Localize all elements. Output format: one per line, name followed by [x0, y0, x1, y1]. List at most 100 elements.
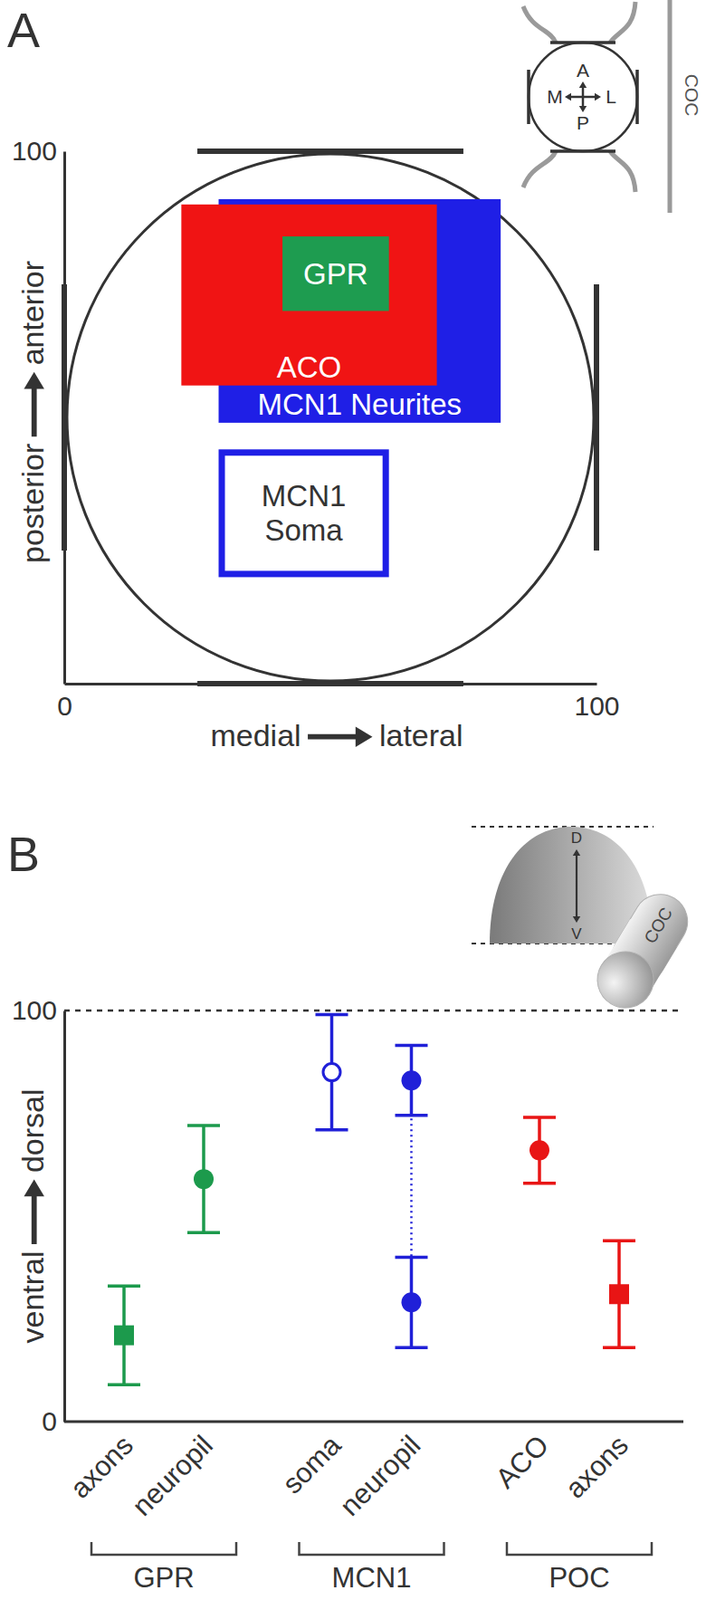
arrow-shaft [570, 95, 597, 99]
plot-area [181, 199, 501, 574]
point [529, 1139, 550, 1160]
axis: 0 100 [11, 994, 66, 1436]
error-cap [395, 1345, 429, 1350]
region-label: Soma [264, 513, 344, 547]
panel-label: B [7, 826, 40, 881]
inset-label: A [576, 59, 590, 81]
axis-title: mediallateral [209, 717, 463, 753]
arrow-head [579, 105, 587, 113]
region [221, 452, 386, 574]
plot-area [107, 1014, 636, 1385]
error-bar [107, 1285, 141, 1384]
nerve [667, 0, 673, 213]
category-label: axons [559, 1428, 635, 1504]
error-bar [187, 1125, 220, 1232]
arrow-head [572, 849, 581, 856]
axis: 100 [11, 135, 66, 684]
group-label: GPR [133, 1561, 194, 1594]
figure: AMCN1 NeuritesACOGPRMCN1Soma1000100media… [0, 0, 706, 1600]
category-label: axons [64, 1428, 140, 1504]
axis-line [65, 682, 598, 686]
panel-label: A [7, 2, 40, 58]
axis-title-from: posterior [15, 443, 50, 563]
tick-label: 0 [41, 1405, 58, 1436]
group-bracket [506, 1541, 652, 1555]
tick: 100 [573, 683, 620, 721]
axis-title-from: ventral [15, 1249, 50, 1343]
tick: 0 [41, 1405, 65, 1436]
category-label: ACO [489, 1428, 555, 1494]
inset-label: D [571, 829, 582, 847]
tick-label: 0 [57, 690, 73, 721]
region-label: MCN1 [261, 478, 347, 513]
error-bar [395, 1256, 429, 1347]
tangent-bar [550, 149, 616, 153]
tangent-bar [61, 284, 67, 551]
group-bracket [299, 1541, 445, 1555]
axis-title: posterior anterior [15, 260, 50, 563]
point [193, 1168, 214, 1189]
arrow-head [579, 81, 587, 88]
tangent-bar [635, 69, 640, 125]
tick-label: 100 [573, 690, 620, 721]
error-bar [602, 1240, 636, 1347]
category-label: neuropil [333, 1428, 428, 1522]
tick-label: 100 [11, 135, 58, 166]
panel-b: BDVCOC0100ventraldorsalaxonsneuropilGPRs… [7, 826, 699, 1594]
point [609, 1283, 630, 1304]
arrow-head [23, 372, 44, 390]
tangent-bar [197, 680, 464, 687]
arrow-shaft [307, 734, 359, 740]
axis-line [63, 1011, 67, 1422]
region-label: GPR [303, 257, 369, 291]
tick-label: 100 [11, 994, 58, 1025]
tangent-bars [64, 151, 597, 684]
axis-line [64, 1420, 684, 1423]
error-cap [395, 1113, 429, 1117]
group-label: MCN1 [332, 1561, 412, 1594]
inset-label: V [571, 925, 582, 943]
axis-title: ventral dorsal [15, 1087, 50, 1343]
axis-title-to: lateral [379, 717, 464, 753]
tangent-bar [593, 284, 600, 551]
tangent-bar [197, 148, 464, 154]
nerve-cylinder: COC [586, 883, 698, 1019]
ganglion-outline [66, 153, 594, 681]
tick: 0 [57, 683, 73, 721]
double-arrow [572, 849, 581, 923]
region [282, 236, 390, 311]
inset-label: P [576, 112, 590, 134]
tangent-bar [526, 69, 531, 125]
cylinder-face [586, 940, 664, 1018]
panel-a: AMCN1 NeuritesACOGPRMCN1Soma1000100media… [7, 0, 703, 753]
category-label: neuropil [125, 1428, 220, 1522]
reference-line [64, 1009, 684, 1012]
arrow-shaft [31, 1192, 38, 1244]
arrow-shaft [575, 854, 578, 918]
error-cap [187, 1230, 220, 1234]
inset: APMLCOC [523, 0, 703, 213]
nerve [610, 1, 636, 43]
error-cap [602, 1238, 636, 1242]
arrow-head [355, 725, 373, 746]
tangent-bar [550, 40, 616, 45]
inset-label: COC [639, 904, 677, 947]
category-label: soma [276, 1428, 348, 1500]
error-cap [602, 1345, 636, 1350]
error-cap [315, 1012, 349, 1017]
axis-title-to: anterior [15, 260, 50, 365]
error-bar [523, 1116, 556, 1184]
error-cap [315, 1127, 349, 1132]
error-bar [315, 1014, 349, 1130]
point [323, 1063, 341, 1081]
error-cap [187, 1123, 220, 1127]
category-labels: axonsneuropilGPRsomaneuropilMCN1ACOaxons… [64, 1428, 652, 1594]
arrow-head [23, 1179, 44, 1197]
axis-title-to: dorsal [15, 1087, 50, 1173]
error-cap [523, 1181, 556, 1185]
inset-label: M [546, 85, 563, 107]
nerve [523, 6, 556, 43]
region-label: MCN1 Neurites [257, 387, 463, 421]
arrow-head [594, 93, 602, 101]
nerve [610, 151, 636, 192]
